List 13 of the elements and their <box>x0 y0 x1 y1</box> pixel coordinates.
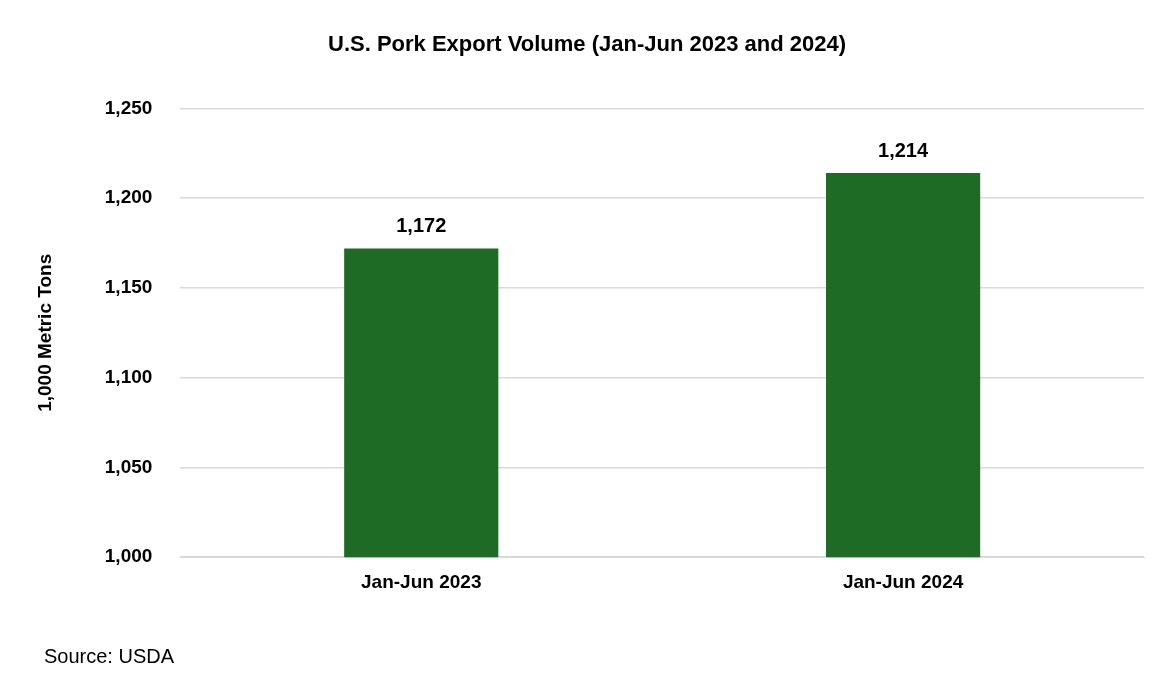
y-tick-label: 1,050 <box>104 455 153 477</box>
chart-title: U.S. Pork Export Volume (Jan-Jun 2023 and 2024) <box>328 31 846 57</box>
source-note: Source: USDA <box>44 644 175 667</box>
data-label: 1,214 <box>878 138 929 161</box>
x-tick-label: Jan-Jun 2023 <box>361 570 482 592</box>
x-tick-label: Jan-Jun 2024 <box>842 570 964 592</box>
y-axis-title: 1,000 Metric Tons <box>33 253 55 412</box>
y-tick-label: 1,250 <box>104 96 153 118</box>
y-tick-label: 1,200 <box>104 186 153 208</box>
y-tick-label: 1,100 <box>104 365 153 387</box>
y-tick-label: 1,000 <box>104 545 153 567</box>
y-tick-label: 1,150 <box>104 276 153 298</box>
data-label: 1,172 <box>396 213 447 236</box>
